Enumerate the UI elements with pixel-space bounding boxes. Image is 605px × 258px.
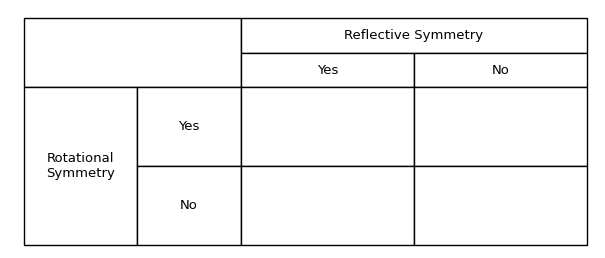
Bar — [241, 18, 587, 53]
Text: Rotational
Symmetry: Rotational Symmetry — [46, 152, 115, 180]
Text: Yes: Yes — [178, 120, 200, 133]
Bar — [137, 166, 241, 245]
Text: Yes: Yes — [317, 64, 338, 77]
Text: No: No — [491, 64, 509, 77]
Bar — [414, 87, 587, 166]
Bar — [24, 87, 137, 245]
Bar — [414, 166, 587, 245]
Bar — [241, 87, 414, 166]
Text: No: No — [180, 199, 198, 212]
Bar — [24, 18, 241, 87]
Bar — [414, 53, 587, 87]
Text: Reflective Symmetry: Reflective Symmetry — [344, 29, 483, 42]
Bar — [241, 166, 414, 245]
Bar — [241, 53, 414, 87]
Bar — [137, 87, 241, 166]
